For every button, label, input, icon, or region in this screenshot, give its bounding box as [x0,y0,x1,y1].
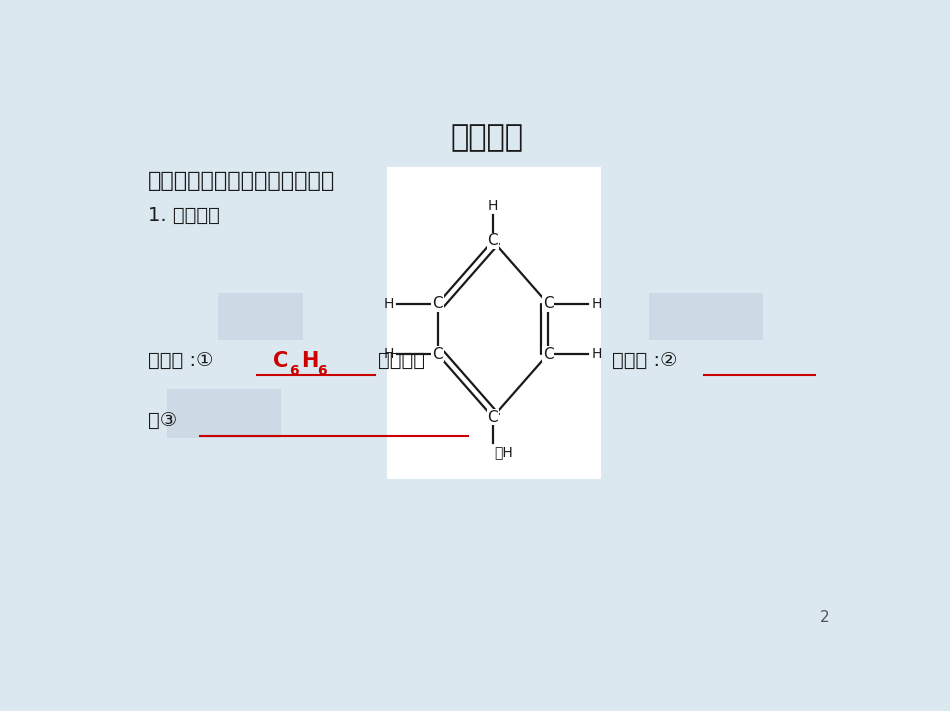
Bar [166,389,281,439]
Text: C: C [542,296,553,311]
Bar [218,294,303,340]
Bar [388,168,601,479]
Text: 1. 苯的结构: 1. 苯的结构 [148,206,220,225]
Text: 。H: 。H [494,446,513,459]
Text: H: H [592,296,601,311]
Text: 6: 6 [290,363,299,378]
Text: 一、苯及其同系物的结构和性质: 一、苯及其同系物的结构和性质 [148,171,335,191]
Text: 2: 2 [820,610,829,625]
Text: H: H [487,199,498,213]
Text: ，结构式: ，结构式 [378,351,425,370]
Text: C: C [487,233,498,248]
Text: 构简式 :②: 构简式 :② [612,351,677,370]
Text: C: C [487,410,498,424]
Text: H: H [592,347,601,361]
Bar [649,294,763,340]
Text: C: C [432,296,443,311]
Text: 教材研读: 教材研读 [450,123,523,152]
Text: C: C [542,347,553,362]
Text: H: H [301,351,318,370]
Text: 6: 6 [317,363,327,378]
Text: H: H [384,296,394,311]
Text: H: H [384,347,394,361]
Text: 分子式 :①: 分子式 :① [148,351,226,370]
Text: C: C [432,347,443,362]
Text: 或③: 或③ [148,412,178,430]
Text: C: C [274,351,289,370]
